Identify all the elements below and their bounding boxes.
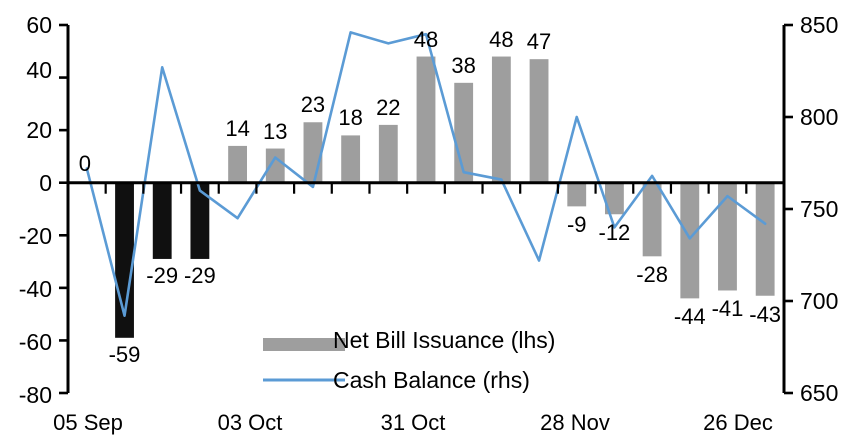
bar-value-label-1: -59 (108, 341, 141, 367)
bar-2 (152, 182, 172, 259)
bar-value-label-5: 13 (263, 118, 288, 144)
bar-13 (567, 182, 587, 207)
bar-value-label-18: -43 (749, 301, 782, 327)
legend-swatch-bar (263, 338, 345, 351)
bar-18 (755, 182, 775, 296)
bar-5 (265, 148, 285, 183)
x-tick-label-28-nov: 28 Nov (540, 410, 610, 435)
bar-value-label-0: 0 (78, 150, 91, 176)
bar-8 (378, 124, 398, 183)
cash-balance-line (85, 31, 767, 318)
bar-value-label-4: 14 (225, 115, 250, 141)
x-tick-label-03-oct: 03 Oct (217, 410, 283, 435)
y-left-tick-neg20: -20 (18, 223, 52, 249)
legend-label-cash-balance: Cash Balance (rhs) (333, 367, 530, 393)
y-right-tick-850: 850 (800, 12, 839, 38)
bar-14 (605, 182, 624, 215)
bar-12 (529, 59, 549, 183)
y-right-tick-700: 700 (800, 288, 839, 314)
bar-6 (303, 122, 323, 183)
bar-15 (642, 182, 662, 257)
bar-17 (718, 182, 737, 291)
bar-value-label-3: -29 (183, 262, 216, 288)
bar-value-label-2: -29 (146, 262, 179, 288)
y-left-tick-neg60: -60 (18, 329, 52, 355)
y-left-tick-20: 20 (26, 117, 52, 143)
bar-3 (190, 182, 210, 259)
y-right-tick-650: 650 (800, 380, 839, 406)
bar-16 (680, 182, 700, 299)
x-tick-label-26-dec: 26 Dec (703, 410, 773, 435)
x-tick-label-05-sep: 05 Sep (53, 410, 123, 435)
bar-value-label-6: 23 (300, 92, 326, 118)
bar-value-label-15: -28 (636, 262, 668, 288)
bar-value-label-10: 38 (451, 52, 476, 78)
y-left-tick-0: 0 (39, 170, 52, 196)
y-left-tick-60: 60 (26, 12, 52, 38)
bar-4 (228, 145, 247, 183)
bar-value-label-17: -41 (711, 296, 744, 322)
bar-value-label-11: 48 (489, 26, 514, 52)
bar-value-label-12: 47 (526, 29, 552, 55)
bar-value-label-16: -44 (673, 304, 706, 330)
bar-7 (341, 135, 361, 183)
y-left-tick-neg40: -40 (18, 276, 52, 302)
bar-value-label-9: 48 (413, 26, 439, 52)
bar-value-label-8: 22 (376, 94, 401, 120)
x-tick-label-31-oct: 31 Oct (380, 410, 446, 435)
bar-value-label-7: 18 (338, 105, 363, 131)
bar-value-label-13: -9 (566, 212, 587, 238)
y-left-tick-neg80: -80 (18, 382, 52, 408)
bar-11 (491, 56, 511, 183)
bar-value-label-14: -12 (598, 220, 631, 246)
legend-markers (263, 338, 345, 382)
legend-label-net-bill-issuance: Net Bill Issuance (lhs) (333, 327, 556, 353)
y-right-tick-750: 750 (800, 196, 839, 222)
y-left-tick-40: 40 (26, 57, 52, 83)
bar-9 (416, 56, 436, 183)
y-right-tick-800: 800 (800, 104, 839, 130)
